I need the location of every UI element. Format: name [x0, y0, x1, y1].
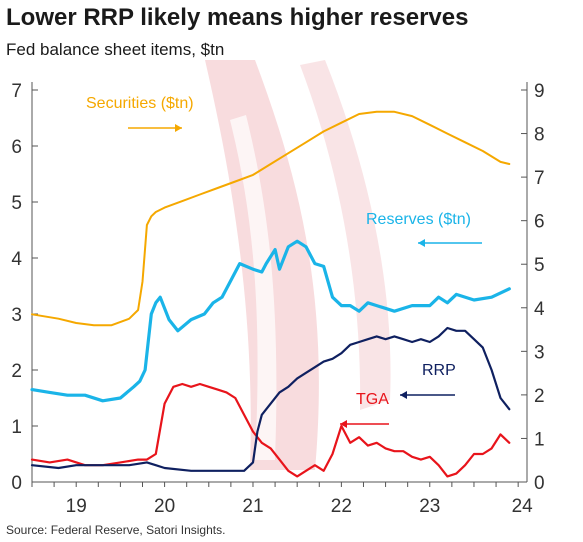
rrp-annotation-label: RRP: [422, 362, 456, 379]
left-tick-label: 2: [11, 361, 22, 382]
x-tick-label: 19: [66, 496, 87, 517]
right-tick-label: 6: [534, 212, 545, 233]
brush-watermark: [205, 60, 391, 470]
right-tick-label: 0: [534, 473, 545, 494]
right-tick-label: 5: [534, 255, 545, 276]
left-tick-label: 1: [11, 417, 22, 438]
securities-annotation-label: Securities ($tn): [86, 95, 194, 112]
rrp-series-line: [30, 326, 511, 472]
watermark-highlight: [230, 115, 277, 460]
tga-series-line: [30, 382, 511, 478]
right-tick-label: 2: [534, 386, 545, 407]
x-tick-label: 20: [154, 496, 175, 517]
left-tick-label: 6: [11, 137, 22, 158]
left-tick-label: 0: [11, 473, 22, 494]
reserves-arrowhead: [418, 239, 425, 247]
reserves-series-line: [30, 239, 511, 403]
right-tick-label: 8: [534, 125, 545, 146]
rrp-arrowhead: [400, 391, 407, 399]
right-tick-label: 3: [534, 342, 545, 363]
chart-subtitle: Fed balance sheet items, $tn: [6, 40, 225, 59]
x-tick-label: 21: [242, 496, 263, 517]
securities-arrowhead: [175, 124, 182, 132]
right-tick-label: 9: [534, 81, 545, 102]
series-layer: [30, 110, 511, 478]
securities-series-line: [31, 110, 511, 327]
annotation-layer: Securities ($tn) Reserves ($tn) RRP TGA: [86, 95, 482, 428]
right-tick-label: 7: [534, 168, 545, 189]
left-tick-label: 3: [11, 305, 22, 326]
left-tick-label: 4: [11, 249, 22, 270]
watermark-stroke: [300, 60, 391, 410]
right-tick-label: 4: [534, 299, 545, 320]
tga-arrowhead: [340, 420, 347, 428]
chart-title: Lower RRP likely means higher reserves: [6, 4, 469, 31]
x-tick-label: 24: [512, 496, 534, 517]
tga-annotation-label: TGA: [356, 391, 389, 408]
x-tick-label: 23: [419, 496, 440, 517]
reserves-annotation-label: Reserves ($tn): [366, 211, 471, 228]
left-tick-label: 7: [11, 81, 22, 102]
left-tick-label: 5: [11, 193, 22, 214]
x-tick-label: 22: [331, 496, 352, 517]
right-tick-label: 1: [534, 429, 545, 450]
source-note: Source: Federal Reserve, Satori Insights…: [6, 523, 226, 537]
